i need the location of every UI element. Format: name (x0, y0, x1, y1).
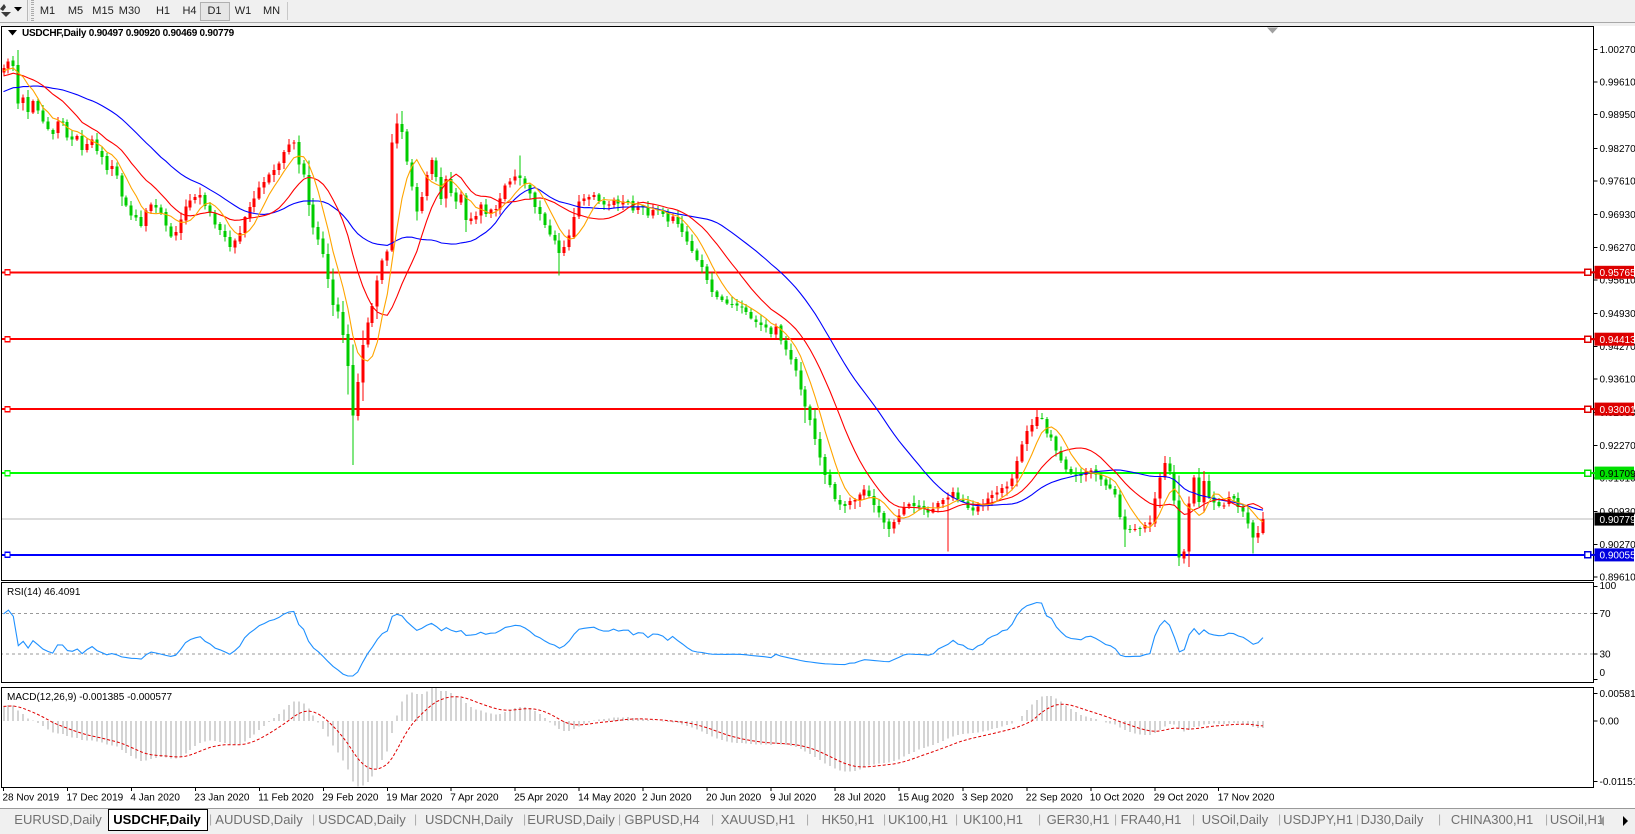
svg-text:29 Feb 2020: 29 Feb 2020 (322, 793, 379, 804)
svg-text:0.96930: 0.96930 (1600, 210, 1635, 221)
svg-text:19 Mar 2020: 19 Mar 2020 (386, 793, 443, 804)
svg-text:9 Jul 2020: 9 Jul 2020 (770, 793, 817, 804)
svg-text:20 Jun 2020: 20 Jun 2020 (706, 793, 761, 804)
svg-text:0.93610: 0.93610 (1600, 375, 1635, 386)
svg-text:USDCHF,Daily 0.90497 0.90920: USDCHF,Daily 0.90497 0.90920 0.90469 0.9… (22, 28, 235, 39)
svg-text:29 Oct 2020: 29 Oct 2020 (1154, 793, 1209, 804)
svg-text:14 May 2020: 14 May 2020 (578, 793, 636, 804)
svg-text:0.90270: 0.90270 (1600, 540, 1635, 551)
svg-text:22 Sep 2020: 22 Sep 2020 (1026, 793, 1083, 804)
svg-text:17 Dec 2019: 17 Dec 2019 (67, 793, 124, 804)
svg-text:0.95610: 0.95610 (1600, 276, 1635, 287)
svg-text:0.94930: 0.94930 (1600, 309, 1635, 320)
svg-text:0.90055: 0.90055 (1600, 551, 1635, 562)
svg-text:0.93001: 0.93001 (1600, 405, 1635, 416)
svg-text:-0.01151: -0.01151 (1600, 777, 1635, 788)
svg-text:28 Jul 2020: 28 Jul 2020 (834, 793, 886, 804)
svg-text:11 Feb 2020: 11 Feb 2020 (258, 793, 314, 804)
svg-text:0.96270: 0.96270 (1600, 243, 1635, 254)
svg-text:0.95765: 0.95765 (1600, 268, 1635, 279)
svg-text:0.98950: 0.98950 (1600, 110, 1635, 121)
svg-text:0.94270: 0.94270 (1600, 342, 1635, 353)
svg-text:30: 30 (1600, 649, 1612, 660)
svg-text:2 Jun 2020: 2 Jun 2020 (642, 793, 692, 804)
svg-text:1.00270: 1.00270 (1600, 45, 1635, 56)
svg-text:4 Jan 2020: 4 Jan 2020 (130, 793, 180, 804)
svg-text:0.97610: 0.97610 (1600, 177, 1635, 188)
svg-text:0.94413: 0.94413 (1600, 335, 1635, 346)
svg-text:25 Apr 2020: 25 Apr 2020 (514, 793, 568, 804)
svg-text:0.98270: 0.98270 (1600, 144, 1635, 155)
svg-text:100: 100 (1600, 581, 1617, 592)
svg-text:0.90779: 0.90779 (1600, 515, 1635, 526)
svg-text:17 Nov 2020: 17 Nov 2020 (1218, 793, 1275, 804)
svg-text:3 Sep 2020: 3 Sep 2020 (962, 793, 1014, 804)
svg-text:23 Jan 2020: 23 Jan 2020 (194, 793, 249, 804)
svg-text:28 Nov 2019: 28 Nov 2019 (3, 793, 60, 804)
svg-text:0.00: 0.00 (1600, 717, 1620, 728)
svg-text:0.89610: 0.89610 (1600, 573, 1635, 584)
svg-text:15 Aug 2020: 15 Aug 2020 (898, 793, 955, 804)
svg-text:10 Oct 2020: 10 Oct 2020 (1090, 793, 1145, 804)
svg-text:7 Apr 2020: 7 Apr 2020 (450, 793, 499, 804)
svg-text:RSI(14) 46.4091: RSI(14) 46.4091 (7, 587, 81, 598)
svg-text:MACD(12,26,9) -0.001385 -0.000: MACD(12,26,9) -0.001385 -0.000577 (7, 692, 173, 703)
svg-text:0.91709: 0.91709 (1600, 469, 1635, 480)
svg-text:70: 70 (1600, 609, 1612, 620)
svg-text:0.99610: 0.99610 (1600, 78, 1635, 89)
svg-text:0.92270: 0.92270 (1600, 441, 1635, 452)
svg-text:0: 0 (1600, 668, 1606, 679)
svg-text:0.005818: 0.005818 (1600, 689, 1635, 700)
